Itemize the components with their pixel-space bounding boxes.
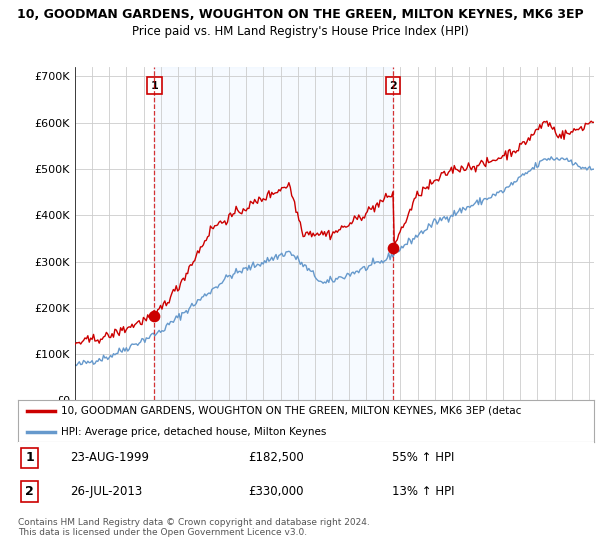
Text: 23-AUG-1999: 23-AUG-1999 [70, 451, 149, 464]
Bar [154, 67, 393, 400]
Text: 1: 1 [25, 451, 34, 464]
Text: £182,500: £182,500 [248, 451, 304, 464]
Text: HPI: Average price, detached house, Milton Keynes: HPI: Average price, detached house, Milt… [61, 427, 326, 437]
Text: 10, GOODMAN GARDENS, WOUGHTON ON THE GREEN, MILTON KEYNES, MK6 3EP (detac: 10, GOODMAN GARDENS, WOUGHTON ON THE GRE… [61, 406, 521, 416]
Text: 26-JUL-2013: 26-JUL-2013 [70, 485, 142, 498]
Text: 13% ↑ HPI: 13% ↑ HPI [392, 485, 455, 498]
Text: 55% ↑ HPI: 55% ↑ HPI [392, 451, 455, 464]
Text: 2: 2 [25, 485, 34, 498]
Point [388, 243, 398, 252]
Text: 1: 1 [151, 81, 158, 91]
Text: 10, GOODMAN GARDENS, WOUGHTON ON THE GREEN, MILTON KEYNES, MK6 3EP: 10, GOODMAN GARDENS, WOUGHTON ON THE GRE… [17, 8, 583, 21]
Text: Contains HM Land Registry data © Crown copyright and database right 2024.
This d: Contains HM Land Registry data © Crown c… [18, 518, 370, 538]
Text: 2: 2 [389, 81, 397, 91]
Text: Price paid vs. HM Land Registry's House Price Index (HPI): Price paid vs. HM Land Registry's House … [131, 25, 469, 38]
Text: £330,000: £330,000 [248, 485, 304, 498]
Point [149, 311, 159, 320]
